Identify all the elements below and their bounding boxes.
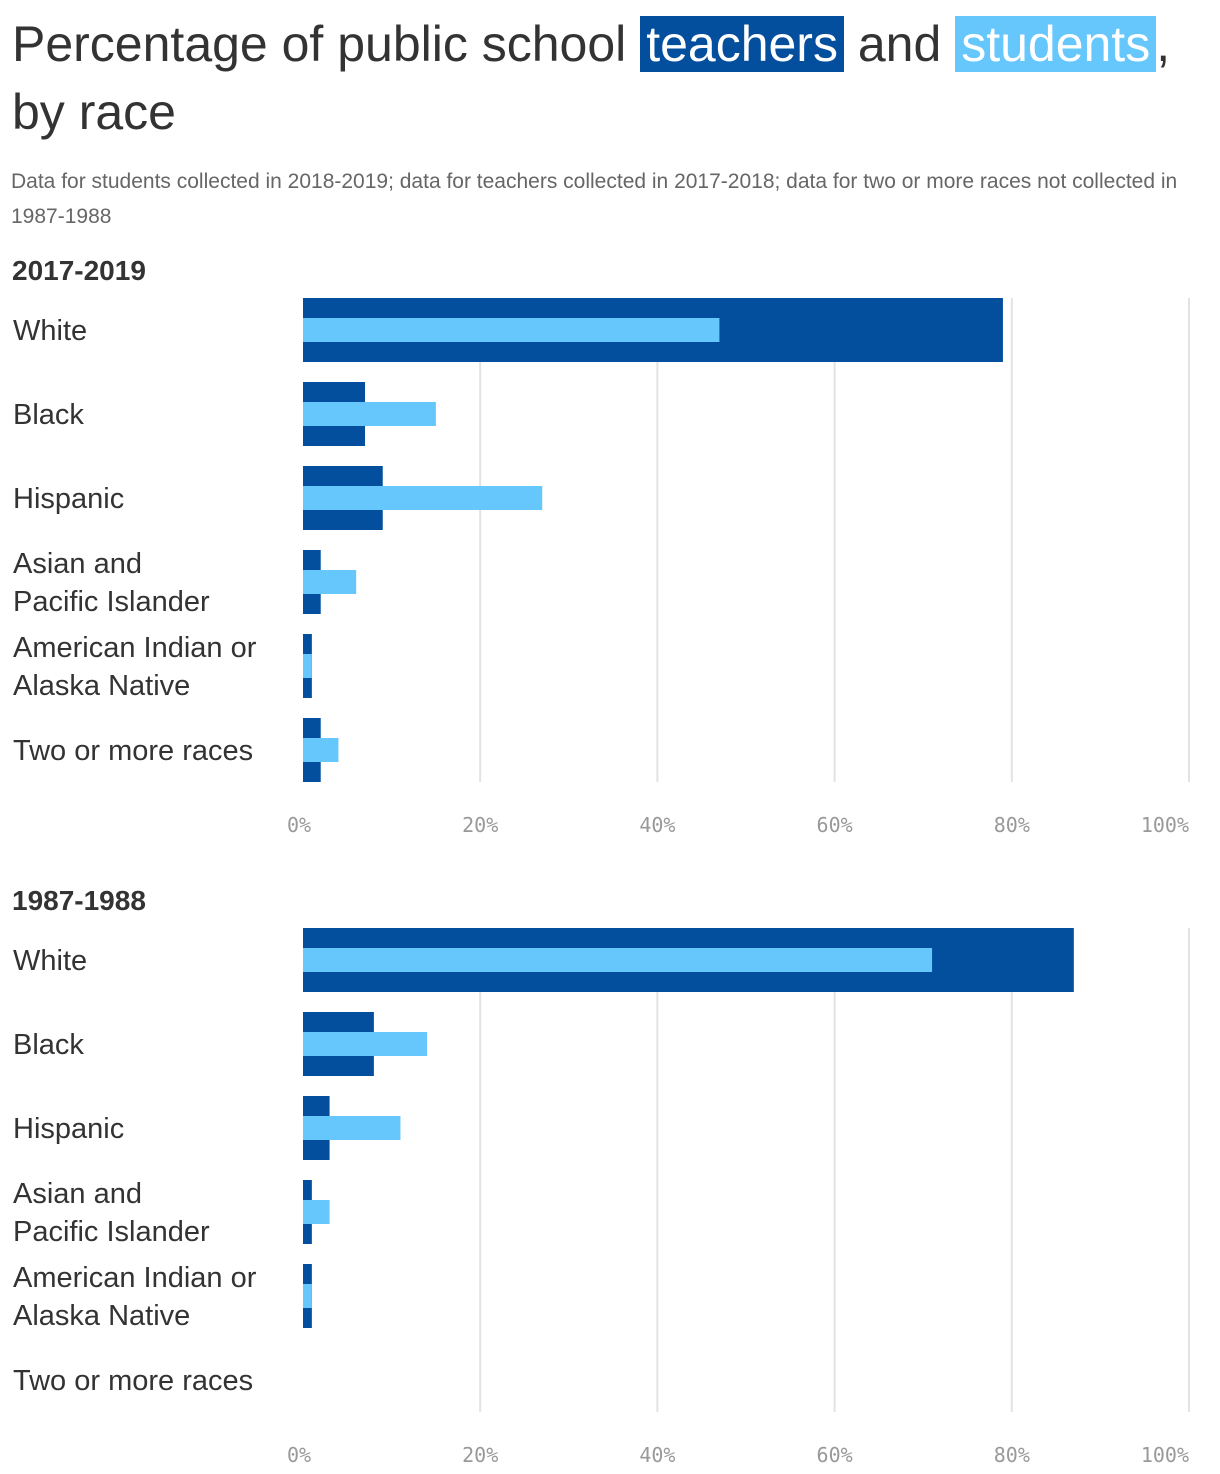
x-tick-label: 0% — [287, 813, 311, 837]
title-teachers-highlight: teachers — [640, 16, 844, 72]
students-bar — [303, 402, 436, 426]
students-bar — [303, 486, 543, 510]
category-label: Hispanic — [13, 483, 124, 515]
category-label-line: White — [13, 945, 87, 977]
category-label: American Indian or Alaska Native — [13, 632, 257, 702]
category-label-line: Two or more races — [13, 735, 253, 767]
category-label: Two or more races — [13, 735, 253, 767]
category-label: Asian and Pacific Islander — [13, 548, 210, 618]
panel-title: 2017-2019 — [12, 255, 146, 286]
category-label-line: American Indian or — [13, 1262, 257, 1294]
chart-subtitle: Data for students collected in 2018-2019… — [11, 170, 1178, 228]
category-label-line: Alaska Native — [13, 1300, 190, 1332]
students-bar — [303, 948, 933, 972]
title-part-3: , by race — [12, 16, 1171, 140]
students-bar — [303, 570, 357, 594]
x-tick-label: 40% — [639, 813, 675, 837]
panel-title: 1987-1988 — [12, 885, 146, 916]
title-part-2: and — [843, 16, 956, 72]
x-tick-label: 100% — [1141, 1443, 1189, 1467]
students-bar — [303, 1200, 330, 1224]
category-label: Black — [13, 399, 84, 431]
category-label-line: American Indian or — [13, 632, 257, 664]
category-label-line: Asian and — [13, 1178, 142, 1210]
x-tick-label: 80% — [994, 1443, 1030, 1467]
category-label: Hispanic — [13, 1113, 124, 1145]
students-bar — [303, 654, 312, 678]
category-label-line: Asian and — [13, 548, 142, 580]
category-label: Black — [13, 1029, 84, 1061]
students-bar — [303, 1032, 428, 1056]
category-label-line: Black — [13, 399, 84, 431]
students-bar — [303, 1116, 401, 1140]
category-label-line: Black — [13, 1029, 84, 1061]
title-students-highlight: students — [955, 16, 1157, 72]
category-label: American Indian or Alaska Native — [13, 1262, 257, 1332]
x-tick-label: 80% — [994, 813, 1030, 837]
category-label: White — [13, 315, 87, 347]
title-part-1: Percentage of public school — [12, 16, 641, 72]
x-tick-label: 100% — [1141, 813, 1189, 837]
x-tick-label: 20% — [462, 813, 498, 837]
x-tick-label: 20% — [462, 1443, 498, 1467]
category-label-line: Hispanic — [13, 1113, 124, 1145]
category-label-line: Hispanic — [13, 483, 124, 515]
category-label-line: Pacific Islander — [13, 586, 210, 618]
x-tick-label: 60% — [817, 813, 853, 837]
chart-panel-0: 2017-2019 0% 20% 40% 60% 80% 100% White Black His… — [12, 255, 1190, 837]
category-label: White — [13, 945, 87, 977]
category-label-line: Alaska Native — [13, 670, 190, 702]
students-bar — [303, 1284, 312, 1308]
students-bar — [303, 738, 339, 762]
category-label-line: White — [13, 315, 87, 347]
chart-title: Percentage of public school teachers and… — [12, 10, 1207, 146]
category-label: Asian and Pacific Islander — [13, 1178, 210, 1248]
x-tick-label: 60% — [817, 1443, 853, 1467]
x-tick-label: 40% — [639, 1443, 675, 1467]
category-label-line: Two or more races — [13, 1365, 253, 1397]
students-bar — [303, 318, 720, 342]
category-label: Two or more races — [13, 1365, 253, 1397]
category-label-line: Pacific Islander — [13, 1216, 210, 1248]
x-tick-label: 0% — [287, 1443, 311, 1467]
chart-panel-1: 1987-1988 0% 20% 40% 60% 80% 100% White Black His… — [12, 885, 1190, 1467]
